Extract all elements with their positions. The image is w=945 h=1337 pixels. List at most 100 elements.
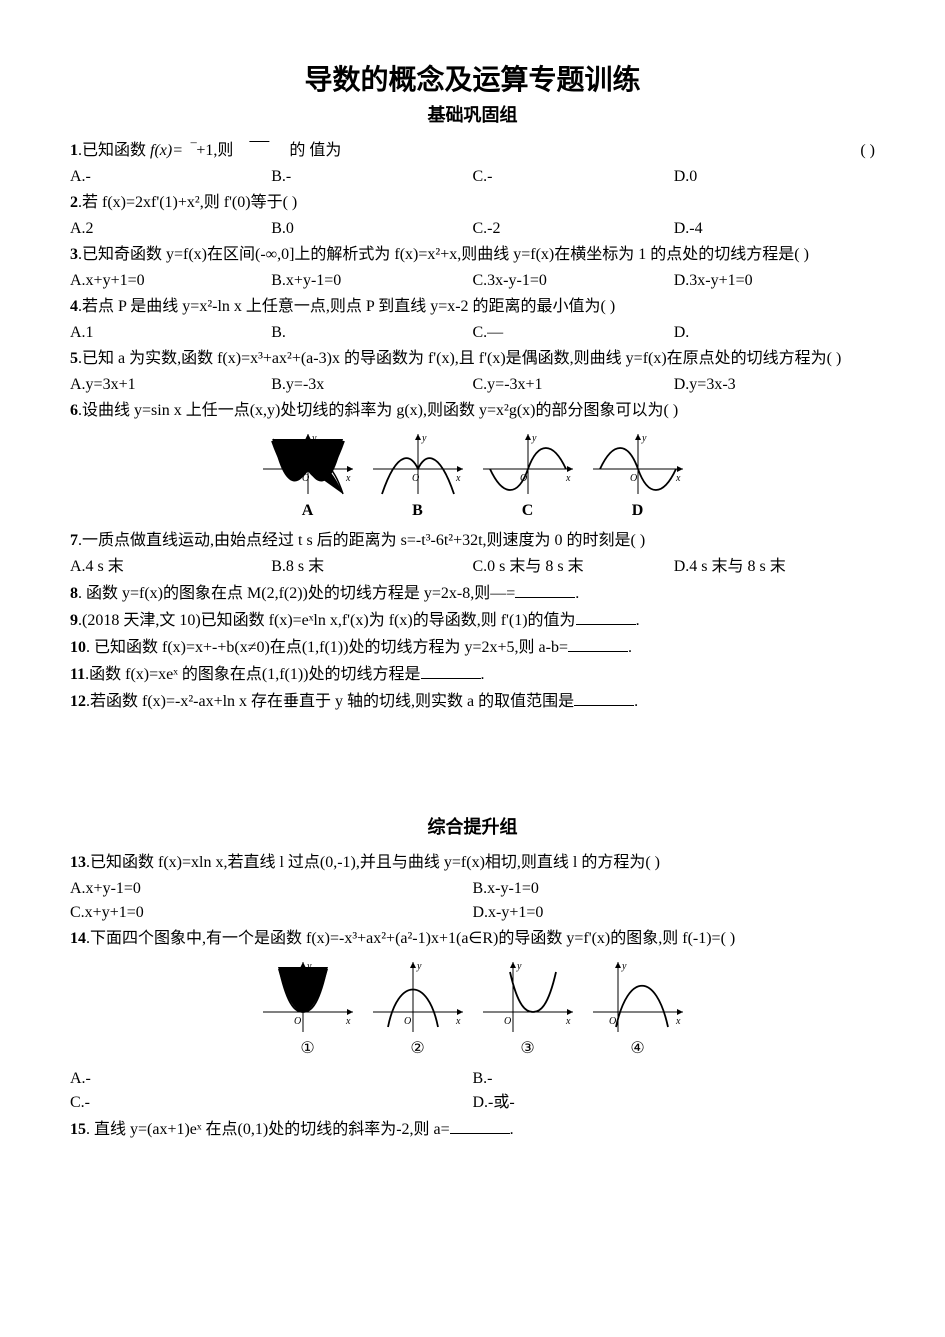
q10-text-b: . (628, 639, 632, 656)
svg-text:O: O (412, 473, 419, 484)
q9-num: 9 (70, 612, 78, 629)
q5-choice-d: D.y=3x-3 (674, 373, 875, 397)
q9-text-b: . (636, 612, 640, 629)
q6-label-a: A (258, 499, 358, 523)
q2-choice-b: B.0 (271, 217, 472, 241)
q13-choice-c: C.x+y+1=0 (70, 901, 473, 925)
q5-text: .已知 a 为实数,函数 f(x)=x³+ax²+(a-3)x 的导函数为 f'… (78, 350, 841, 367)
q7-num: 7 (70, 532, 78, 549)
q13-choice-b: B.x-y-1=0 (473, 877, 876, 901)
section2-title: 综合提升组 (70, 814, 875, 841)
svg-text:O: O (609, 1016, 616, 1027)
q2-choices: A.2 B.0 C.-2 D.-4 (70, 217, 875, 241)
question-6: 6.设曲线 y=sin x 上任一点(x,y)处切线的斜率为 g(x),则函数 … (70, 399, 875, 423)
svg-text:O: O (294, 1016, 301, 1027)
q1-text-c: 的 值为 (289, 142, 341, 159)
question-11: 11.函数 f(x)=xeˣ 的图象在点(1,f(1))处的切线方程是. (70, 662, 875, 687)
svg-text:y: y (421, 433, 427, 444)
question-4: 4.若点 P 是曲线 y=x²-ln x 上任意一点,则点 P 到直线 y=x-… (70, 295, 875, 319)
q13-choices: A.x+y-1=0 B.x-y-1=0 C.x+y+1=0 D.x-y+1=0 (70, 877, 875, 925)
q6-label-d: D (588, 499, 688, 523)
svg-text:y: y (641, 433, 647, 444)
q14-label-1: ① (258, 1037, 358, 1061)
svg-text:O: O (520, 473, 527, 484)
q6-figures: O x y A O x y B O x y C (70, 429, 875, 523)
q4-text: .若点 P 是曲线 y=x²-ln x 上任意一点,则点 P 到直线 y=x-2… (78, 298, 615, 315)
q6-fig-b: O x y B (368, 429, 468, 523)
q11-blank (421, 662, 481, 679)
q8-text-a: . 函数 y=f(x)的图象在点 M(2,f(2))处的切线方程是 y=2x-8… (78, 585, 515, 602)
q2-choice-c: C.-2 (473, 217, 674, 241)
q2-choice-a: A.2 (70, 217, 271, 241)
q5-choice-c: C.y=-3x+1 (473, 373, 674, 397)
q7-text: .一质点做直线运动,由始点经过 t s 后的距离为 s=-t³-6t²+32t,… (78, 532, 645, 549)
q5-choice-a: A.y=3x+1 (70, 373, 271, 397)
question-1: 1.已知函数 f(x)= ‾+1,则 的 值为 ( ) (70, 139, 875, 163)
q13-num: 13 (70, 854, 86, 871)
q15-blank (450, 1117, 510, 1134)
question-13: 13.已知函数 f(x)=xln x,若直线 l 过点(0,-1),并且与曲线 … (70, 851, 875, 875)
q7-choice-d: D.4 s 末与 8 s 末 (674, 555, 875, 579)
q3-choice-a: A.x+y+1=0 (70, 269, 271, 293)
q12-text-a: .若函数 f(x)=-x²-ax+ln x 存在垂直于 y 轴的切线,则实数 a… (86, 693, 574, 710)
svg-text:y: y (621, 961, 627, 972)
q13-text: .已知函数 f(x)=xln x,若直线 l 过点(0,-1),并且与曲线 y=… (86, 854, 660, 871)
svg-text:x: x (345, 1016, 351, 1027)
q1-num: 1 (70, 142, 78, 159)
question-8: 8. 函数 y=f(x)的图象在点 M(2,f(2))处的切线方程是 y=2x-… (70, 581, 875, 606)
q14-num: 14 (70, 930, 86, 947)
svg-text:O: O (504, 1016, 511, 1027)
svg-text:x: x (455, 473, 461, 484)
q9-text-a: .(2018 天津,文 10)已知函数 f(x)=eˣln x,f'(x)为 f… (78, 612, 576, 629)
q1-paren: ( ) (860, 139, 875, 163)
q3-choice-c: C.3x-y-1=0 (473, 269, 674, 293)
q6-label-b: B (368, 499, 468, 523)
q14-choice-b: B.- (473, 1067, 876, 1091)
question-7: 7.一质点做直线运动,由始点经过 t s 后的距离为 s=-t³-6t²+32t… (70, 529, 875, 553)
q12-num: 12 (70, 693, 86, 710)
q1-choice-a: A.- (70, 165, 271, 189)
q14-label-3: ③ (478, 1037, 578, 1061)
q7-choice-a: A.4 s 末 (70, 555, 271, 579)
question-14: 14.下面四个图象中,有一个是函数 f(x)=-x³+ax²+(a²-1)x+1… (70, 927, 875, 951)
q2-text: .若 f(x)=2xf'(1)+x²,则 f'(0)等于( ) (78, 194, 297, 211)
q6-text: .设曲线 y=sin x 上任一点(x,y)处切线的斜率为 g(x),则函数 y… (78, 402, 678, 419)
q14-choice-a: A.- (70, 1067, 473, 1091)
q11-text-b: . (481, 666, 485, 683)
svg-text:x: x (565, 1016, 571, 1027)
q11-text-a: .函数 f(x)=xeˣ 的图象在点(1,f(1))处的切线方程是 (85, 666, 420, 683)
q3-text: .已知奇函数 y=f(x)在区间(-∞,0]上的解析式为 f(x)=x²+x,则… (78, 246, 809, 263)
question-3: 3.已知奇函数 y=f(x)在区间(-∞,0]上的解析式为 f(x)=x²+x,… (70, 243, 875, 267)
q4-choices: A.1 B. C.— D. (70, 321, 875, 345)
q1-choice-d: D.0 (674, 165, 875, 189)
q3-num: 3 (70, 246, 78, 263)
q4-num: 4 (70, 298, 78, 315)
page-title: 导数的概念及运算专题训练 (70, 60, 875, 102)
svg-text:O: O (404, 1016, 411, 1027)
q4-choice-a: A.1 (70, 321, 271, 345)
question-15: 15. 直线 y=(ax+1)eˣ 在点(0,1)处的切线的斜率为-2,则 a=… (70, 1117, 875, 1142)
q8-num: 8 (70, 585, 78, 602)
q13-choice-a: A.x+y-1=0 (70, 877, 473, 901)
q14-figures: O x y ① O x y ② O x y ③ (70, 957, 875, 1061)
svg-text:x: x (565, 473, 571, 484)
q6-fig-c: O x y C (478, 429, 578, 523)
q3-choice-d: D.3x-y+1=0 (674, 269, 875, 293)
q1-choice-b: B.- (271, 165, 472, 189)
q12-text-b: . (634, 693, 638, 710)
q1-text-a: .已知函数 (78, 142, 150, 159)
q3-choices: A.x+y+1=0 B.x+y-1=0 C.3x-y-1=0 D.3x-y+1=… (70, 269, 875, 293)
q1-fx: f(x)= (150, 142, 183, 159)
svg-text:y: y (306, 961, 312, 972)
q14-text: .下面四个图象中,有一个是函数 f(x)=-x³+ax²+(a²-1)x+1(a… (86, 930, 735, 947)
q14-fig-3: O x y ③ (478, 957, 578, 1061)
svg-text:y: y (531, 433, 537, 444)
q15-text-a: . 直线 y=(ax+1)eˣ 在点(0,1)处的切线的斜率为-2,则 a= (86, 1121, 450, 1138)
svg-text:y: y (516, 961, 522, 972)
q11-num: 11 (70, 666, 85, 683)
svg-text:O: O (630, 473, 637, 484)
q8-blank (515, 581, 575, 598)
q2-choice-d: D.-4 (674, 217, 875, 241)
q14-choice-d: D.-或- (473, 1091, 876, 1115)
q5-num: 5 (70, 350, 78, 367)
